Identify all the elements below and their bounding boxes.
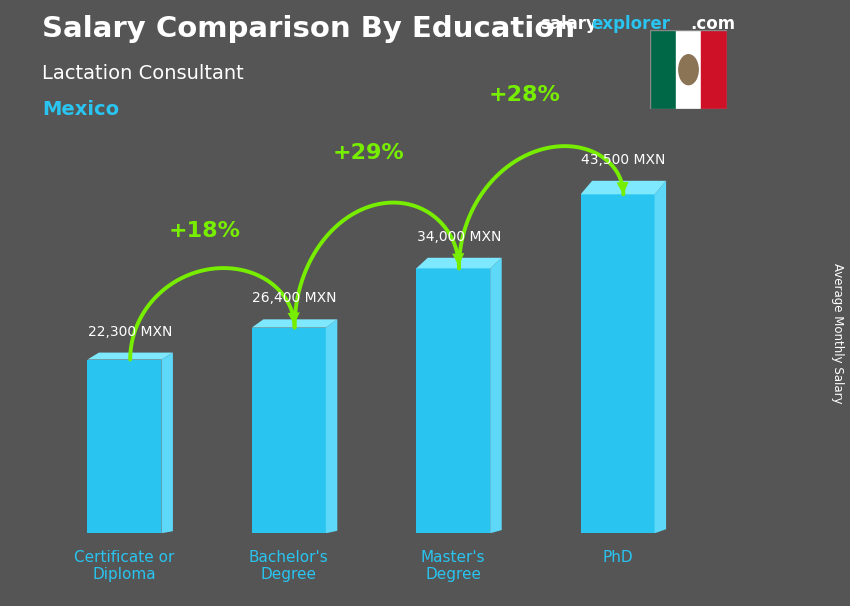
Text: Salary Comparison By Education: Salary Comparison By Education <box>42 15 575 43</box>
Text: 26,400 MXN: 26,400 MXN <box>252 291 337 305</box>
Polygon shape <box>162 353 173 533</box>
Circle shape <box>679 55 698 85</box>
Bar <box>676 30 701 109</box>
Polygon shape <box>326 319 337 533</box>
Text: Average Monthly Salary: Average Monthly Salary <box>830 263 844 404</box>
Polygon shape <box>581 195 654 533</box>
Text: 22,300 MXN: 22,300 MXN <box>88 325 173 339</box>
Text: .com: .com <box>690 15 735 33</box>
Text: +28%: +28% <box>489 85 561 105</box>
Text: Lactation Consultant: Lactation Consultant <box>42 64 244 82</box>
Polygon shape <box>490 258 502 533</box>
Bar <box>650 30 676 109</box>
Text: Mexico: Mexico <box>42 100 120 119</box>
Polygon shape <box>654 181 666 533</box>
Polygon shape <box>252 328 326 533</box>
Text: +18%: +18% <box>168 221 241 241</box>
Polygon shape <box>88 359 162 533</box>
Text: explorer: explorer <box>591 15 670 33</box>
Polygon shape <box>416 268 490 533</box>
Polygon shape <box>416 258 502 268</box>
Polygon shape <box>581 181 666 195</box>
Polygon shape <box>252 319 337 328</box>
Text: 43,500 MXN: 43,500 MXN <box>581 153 666 167</box>
Text: 34,000 MXN: 34,000 MXN <box>416 230 502 244</box>
Text: +29%: +29% <box>332 143 405 163</box>
Bar <box>701 30 727 109</box>
Text: salary: salary <box>540 15 597 33</box>
Polygon shape <box>88 353 173 359</box>
